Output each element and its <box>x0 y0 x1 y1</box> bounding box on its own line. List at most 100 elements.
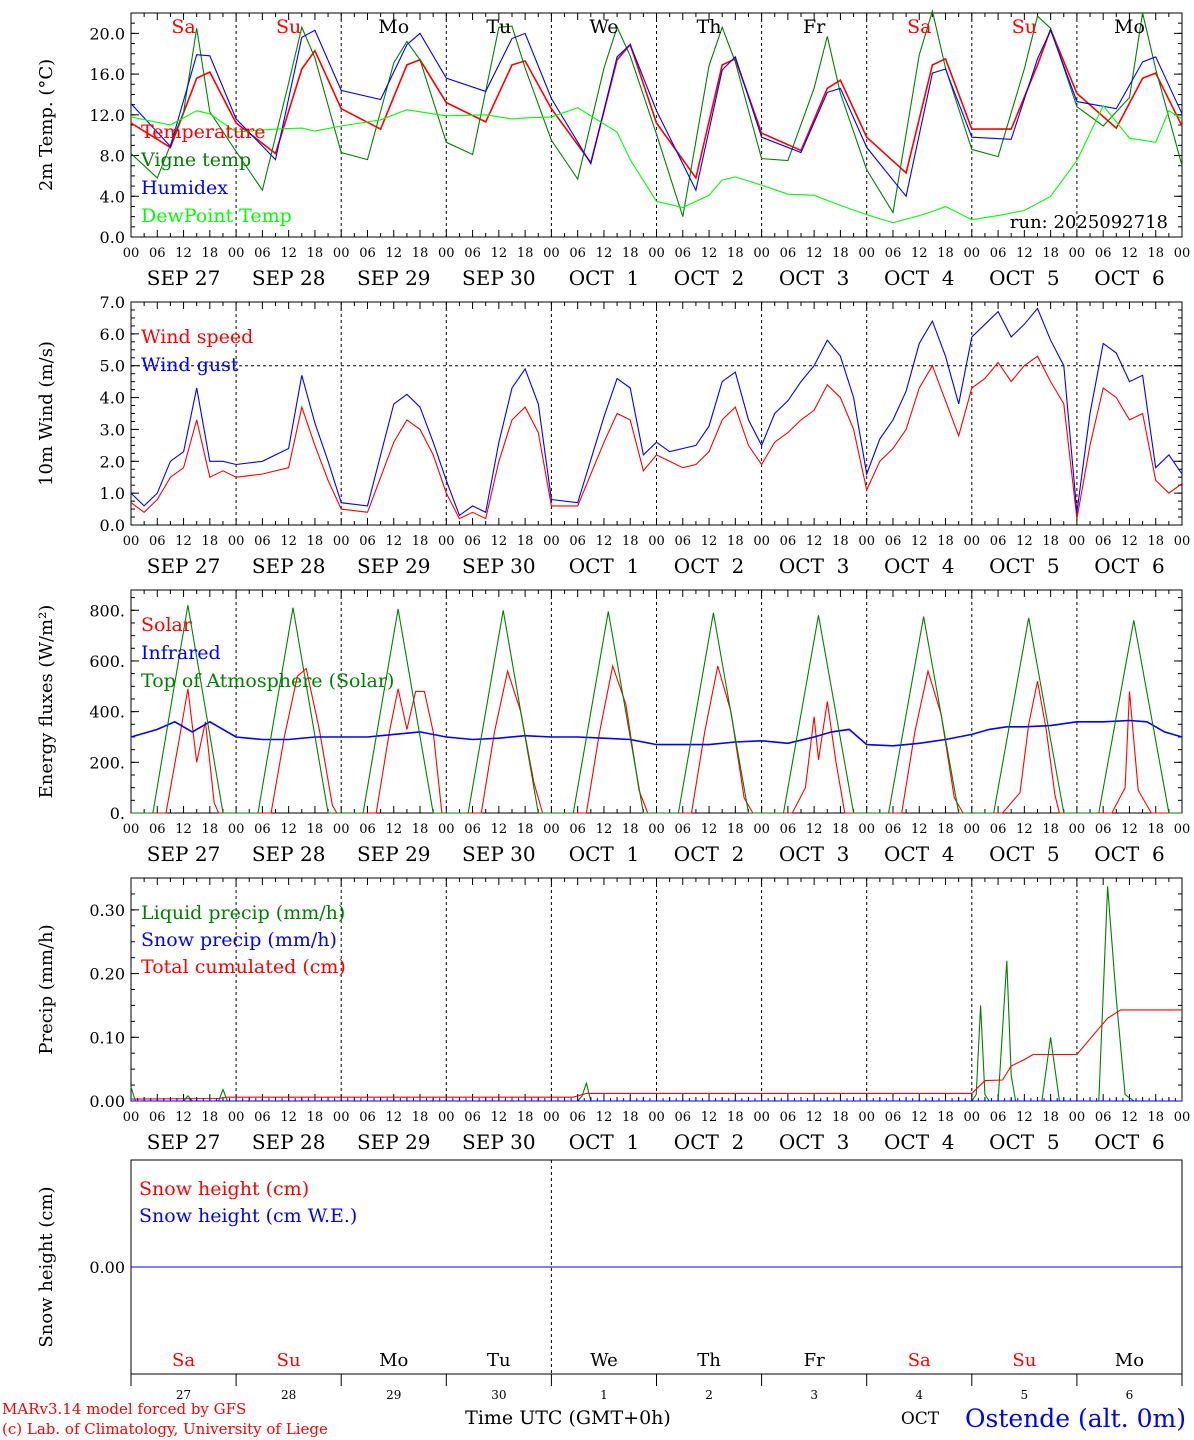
hour-label: 06 <box>1095 534 1112 549</box>
hour-label: 06 <box>1095 246 1112 261</box>
panel-energy: 0. 200. 400. 600. 800. Energy fluxes (W/m²) So… <box>36 589 1190 866</box>
hour-label: 12 <box>491 822 508 837</box>
y-tick-label: 20.0 <box>89 24 125 43</box>
hour-label: 12 <box>701 534 718 549</box>
hour-label: 12 <box>280 246 297 261</box>
hour-label: 00 <box>1069 534 1086 549</box>
hour-label: 12 <box>701 822 718 837</box>
hour-label: 00 <box>648 822 665 837</box>
hour-label: 00 <box>123 822 140 837</box>
hour-label: 06 <box>885 1110 902 1125</box>
date-label: OCT 1 <box>569 1130 639 1154</box>
hour-label: 12 <box>911 822 928 837</box>
hour-label: 00 <box>1069 822 1086 837</box>
legend-entry: Top of Atmosphere (Solar) <box>141 670 394 692</box>
y-tick-label: 0.00 <box>89 1092 125 1111</box>
hour-label: 00 <box>1069 246 1086 261</box>
model-credit: MARv3.14 model forced by GFS <box>2 1400 246 1418</box>
hour-label: 18 <box>622 246 639 261</box>
hour-label: 00 <box>753 822 770 837</box>
hour-label: 00 <box>1174 246 1191 261</box>
hour-label: 18 <box>202 246 219 261</box>
hour-label: 00 <box>123 534 140 549</box>
hour-label: 00 <box>543 822 560 837</box>
hour-label: 06 <box>990 1110 1007 1125</box>
hour-label: 06 <box>569 1110 586 1125</box>
hour-label: 06 <box>569 534 586 549</box>
date-label: SEP 27 <box>147 554 221 578</box>
hour-label: 06 <box>569 822 586 837</box>
date-label: OCT 3 <box>779 1130 849 1154</box>
y-tick-label: 1.0 <box>100 484 125 503</box>
hour-label: 12 <box>596 822 613 837</box>
hour-label: 00 <box>438 246 455 261</box>
hour-label: 00 <box>543 534 560 549</box>
hour-label: 06 <box>885 534 902 549</box>
hour-label: 00 <box>648 534 665 549</box>
hour-label: 12 <box>701 246 718 261</box>
hour-label: 06 <box>254 822 271 837</box>
date-label: OCT 4 <box>884 1130 954 1154</box>
hour-label: 18 <box>622 822 639 837</box>
hour-label: 12 <box>175 534 192 549</box>
hour-label: 18 <box>727 534 744 549</box>
date-label: SEP 28 <box>252 842 326 866</box>
date-label: SEP 27 <box>147 842 221 866</box>
hour-label: 12 <box>1016 246 1033 261</box>
date-label: SEP 30 <box>462 554 536 578</box>
day-number: 27 <box>176 1388 191 1402</box>
hour-label: 06 <box>780 534 797 549</box>
day-number: 4 <box>915 1388 923 1402</box>
hour-label: 00 <box>1174 534 1191 549</box>
date-label: OCT 4 <box>884 842 954 866</box>
hour-label: 00 <box>964 246 981 261</box>
date-label: SEP 30 <box>462 266 536 290</box>
legend-entry: Infrared <box>141 642 221 664</box>
hour-label: 18 <box>832 534 849 549</box>
weekday-label: Fr <box>804 1350 825 1371</box>
hour-label: 18 <box>1042 1110 1059 1125</box>
time-axis-label: Time UTC (GMT+0h) <box>465 1407 671 1429</box>
hour-label: 12 <box>175 246 192 261</box>
y-tick-label: 600. <box>89 652 125 671</box>
weekday-label: Mo <box>1114 16 1145 38</box>
hour-label: 18 <box>937 822 954 837</box>
y-tick-label: 4.0 <box>100 389 125 408</box>
panel-snow: 0.00 Snow height (cm) Snow height (cm) Snow… <box>36 1159 1183 1402</box>
hour-label: 18 <box>517 534 534 549</box>
series-line-infrared <box>130 719 1183 747</box>
date-label: SEP 27 <box>147 266 221 290</box>
hour-label: 00 <box>228 534 245 549</box>
hour-label: 18 <box>727 246 744 261</box>
hour-label: 18 <box>1042 822 1059 837</box>
y-tick-label: 400. <box>89 703 125 722</box>
hour-label: 12 <box>596 534 613 549</box>
date-label: OCT 3 <box>779 554 849 578</box>
hour-label: 18 <box>1147 1110 1164 1125</box>
hour-label: 18 <box>202 1110 219 1125</box>
hour-label: 06 <box>885 246 902 261</box>
hour-label: 18 <box>517 822 534 837</box>
hour-label: 06 <box>464 534 481 549</box>
y-tick-label: 0.0 <box>100 228 125 247</box>
hour-label: 18 <box>937 1110 954 1125</box>
y-tick-label: 0.0 <box>100 516 125 535</box>
hour-label: 12 <box>280 1110 297 1125</box>
hour-label: 06 <box>1095 1110 1112 1125</box>
hour-label: 06 <box>464 246 481 261</box>
hour-label: 18 <box>1147 822 1164 837</box>
y-tick-label: 3.0 <box>100 420 125 439</box>
hour-label: 18 <box>1147 246 1164 261</box>
day-number: 29 <box>386 1388 401 1402</box>
hour-label: 12 <box>385 246 402 261</box>
hour-label: 12 <box>596 246 613 261</box>
hour-label: 00 <box>438 534 455 549</box>
y-tick-label: 200. <box>89 753 125 772</box>
weekday-label: Mo <box>1115 1350 1144 1371</box>
legend-entry: Temperature <box>141 121 265 143</box>
hour-label: 12 <box>1121 246 1138 261</box>
hour-label: 06 <box>359 534 376 549</box>
hour-label: 18 <box>307 246 324 261</box>
month-bottom-label: OCT <box>901 1409 940 1429</box>
